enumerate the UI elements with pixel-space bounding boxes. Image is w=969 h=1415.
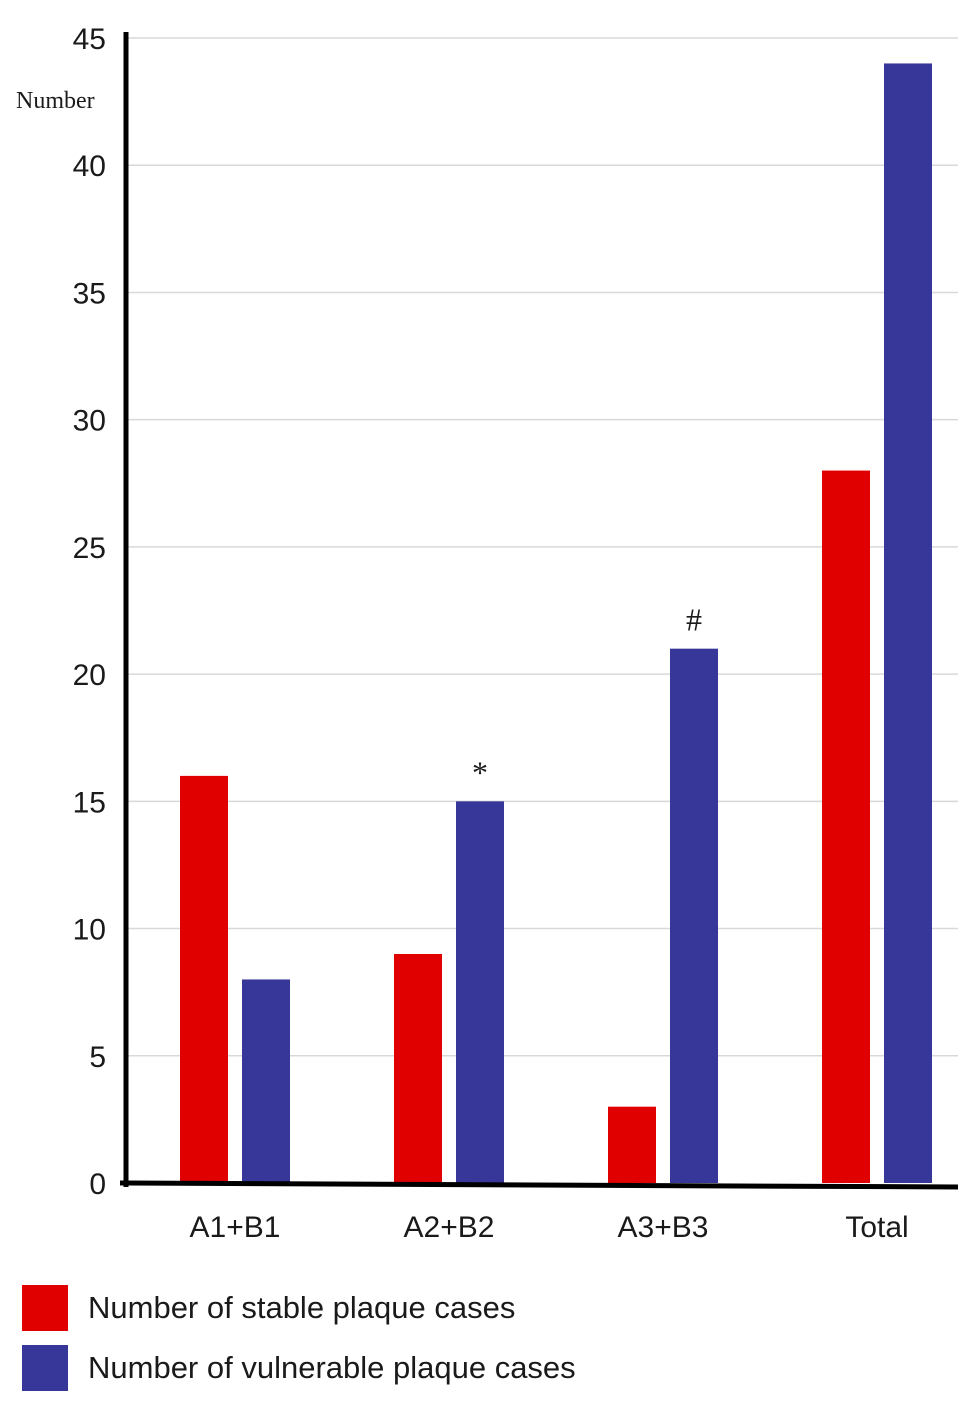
legend-swatch-stable [22, 1285, 68, 1331]
grid-lines [126, 37, 958, 1057]
legend-item-stable: Number of stable plaque cases [22, 1278, 576, 1338]
y-tick-label-15: 15 [73, 786, 106, 819]
bar-A1+B1-series-0 [180, 775, 228, 1183]
bar-A3+B3-series-1 [670, 648, 718, 1183]
x-tick-label-Total: Total [845, 1211, 908, 1244]
y-axis-label: Number [16, 88, 95, 114]
y-tick-labels: 0 5 10 15 20 25 30 35 40 45 [73, 23, 106, 1201]
axes [119, 32, 959, 1190]
legend-label-stable: Number of stable plaque cases [88, 1290, 516, 1325]
bar-Total-series-0 [822, 470, 870, 1183]
y-tick-label-10: 10 [73, 914, 106, 947]
x-tick-label-A2+B2: A2+B2 [404, 1211, 495, 1244]
bar-A1+B1-series-1 [242, 979, 290, 1183]
y-tick-label-35: 35 [73, 277, 106, 310]
bar-A2+B2-series-0 [394, 954, 442, 1183]
bars [180, 63, 932, 1183]
legend-label-vulnerable: Number of vulnerable plaque cases [88, 1350, 576, 1385]
y-tick-label-30: 30 [73, 405, 106, 438]
bar-A2+B2-series-1 [456, 801, 504, 1183]
annotations: *# [472, 602, 702, 791]
bar-A3+B3-series-0 [608, 1106, 656, 1183]
y-tick-label-45: 45 [73, 23, 106, 56]
x-axis-line [119, 1180, 959, 1190]
legend: Number of stable plaque cases Number of … [22, 1278, 576, 1398]
legend-swatch-vulnerable [22, 1345, 68, 1391]
x-tick-labels: A1+B1 A2+B2 A3+B3 Total [190, 1211, 909, 1244]
annotation-1: # [686, 602, 702, 638]
annotation-0: * [472, 754, 488, 790]
legend-item-vulnerable: Number of vulnerable plaque cases [22, 1338, 576, 1398]
y-tick-label-5: 5 [89, 1041, 106, 1074]
y-tick-label-25: 25 [73, 532, 106, 565]
x-tick-label-A1+B1: A1+B1 [190, 1211, 281, 1244]
x-tick-label-A3+B3: A3+B3 [618, 1211, 709, 1244]
bar-Total-series-1 [884, 63, 932, 1183]
y-tick-label-20: 20 [73, 659, 106, 692]
y-tick-label-0: 0 [89, 1168, 106, 1201]
y-tick-label-40: 40 [73, 150, 106, 183]
